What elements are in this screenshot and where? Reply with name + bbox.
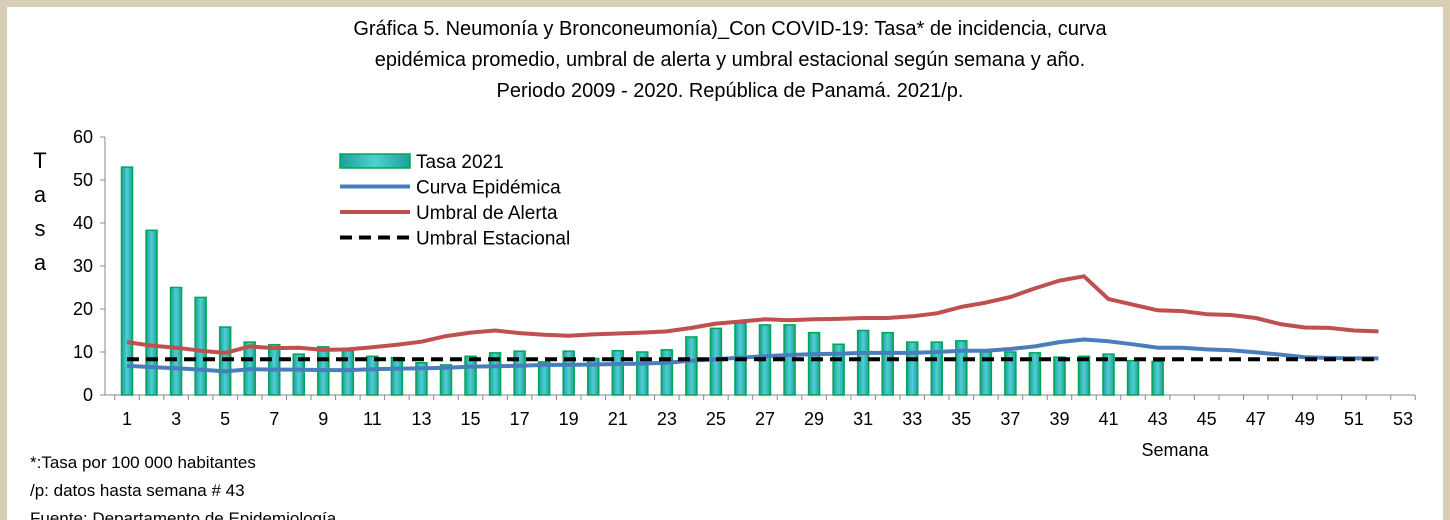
x-tick-label: 43 (1148, 409, 1168, 429)
bar (1028, 352, 1042, 396)
bar (881, 331, 894, 396)
y-tick-label: 10 (73, 342, 93, 362)
bar (611, 349, 625, 396)
bar (562, 350, 575, 396)
bar (169, 286, 183, 396)
x-tick-label: 7 (269, 409, 279, 429)
y-tick-label: 50 (73, 170, 93, 190)
bar (709, 327, 723, 396)
bar (537, 361, 551, 396)
x-tick-label: 35 (951, 409, 971, 429)
chart-title: epidémica promedio, umbral de alerta y u… (375, 49, 1085, 71)
x-tick-label: 45 (1197, 409, 1217, 429)
bar (145, 229, 158, 396)
x-tick-label: 37 (1000, 409, 1020, 429)
bar (1077, 355, 1091, 396)
bar (415, 362, 428, 396)
bar (1151, 360, 1164, 396)
legend-label: Tasa 2021 (416, 152, 504, 173)
y-tick-label: 40 (73, 213, 93, 233)
x-tick-label: 31 (853, 409, 873, 429)
x-axis-label: Semana (1141, 440, 1209, 460)
bar (832, 343, 845, 396)
line (126, 274, 1379, 355)
bar (513, 350, 526, 396)
x-tick-label: 1 (122, 409, 132, 429)
x-tick-label: 5 (220, 409, 230, 429)
bar (1102, 353, 1115, 396)
bar (905, 341, 919, 396)
x-tick-label: 21 (608, 409, 628, 429)
bar (439, 364, 453, 396)
bar (194, 296, 207, 396)
bar (488, 352, 502, 396)
x-tick-label: 19 (559, 409, 579, 429)
chart-title: Gráfica 5. Neumonía y Bronconeumonía)_Co… (353, 18, 1107, 40)
chart-title: Periodo 2009 - 2020. República de Panamá… (496, 80, 963, 102)
x-tick-label: 41 (1099, 409, 1119, 429)
bar (930, 341, 944, 396)
bar (1126, 359, 1140, 396)
bar (366, 355, 379, 396)
x-tick-label: 17 (510, 409, 530, 429)
x-tick-label: 9 (318, 409, 328, 429)
footnote: Fuente: Departamento de Epidemiología (30, 509, 337, 520)
bar (292, 353, 306, 396)
bar (856, 329, 870, 396)
bar (807, 331, 821, 396)
bar (955, 340, 968, 396)
bar (1053, 356, 1066, 396)
footnote: /p: datos hasta semana # 43 (30, 481, 245, 500)
x-tick-label: 13 (411, 409, 431, 429)
bar (1004, 351, 1017, 396)
x-tick-label: 53 (1393, 409, 1413, 429)
y-tick-label: 60 (73, 127, 93, 147)
x-tick-label: 15 (461, 409, 481, 429)
x-tick-label: 47 (1246, 409, 1266, 429)
bar (685, 336, 698, 396)
x-tick-label: 3 (171, 409, 181, 429)
legend-label: Umbral de Alerta (416, 203, 558, 224)
bar (636, 351, 649, 396)
legend-swatch (339, 153, 411, 169)
x-tick-label: 27 (755, 409, 775, 429)
y-tick-label: 0 (83, 385, 93, 405)
bar (660, 349, 674, 396)
panel (7, 7, 1443, 520)
legend-label: Curva Epidémica (416, 178, 561, 199)
line (126, 337, 1379, 374)
x-tick-label: 11 (363, 409, 382, 429)
bar (464, 355, 477, 396)
bar (390, 356, 404, 396)
y-tick-label: 20 (73, 299, 93, 319)
x-tick-label: 51 (1344, 409, 1364, 429)
footnote: *:Tasa por 100 000 habitantes (30, 453, 256, 472)
x-tick-label: 33 (902, 409, 922, 429)
x-tick-label: 49 (1295, 409, 1315, 429)
bar (120, 166, 134, 396)
legend-label: Umbral Estacional (416, 229, 570, 250)
x-tick-label: 25 (706, 409, 726, 429)
x-tick-label: 39 (1049, 409, 1069, 429)
x-tick-label: 23 (657, 409, 677, 429)
x-tick-label: 29 (804, 409, 824, 429)
y-tick-label: 30 (73, 256, 93, 276)
